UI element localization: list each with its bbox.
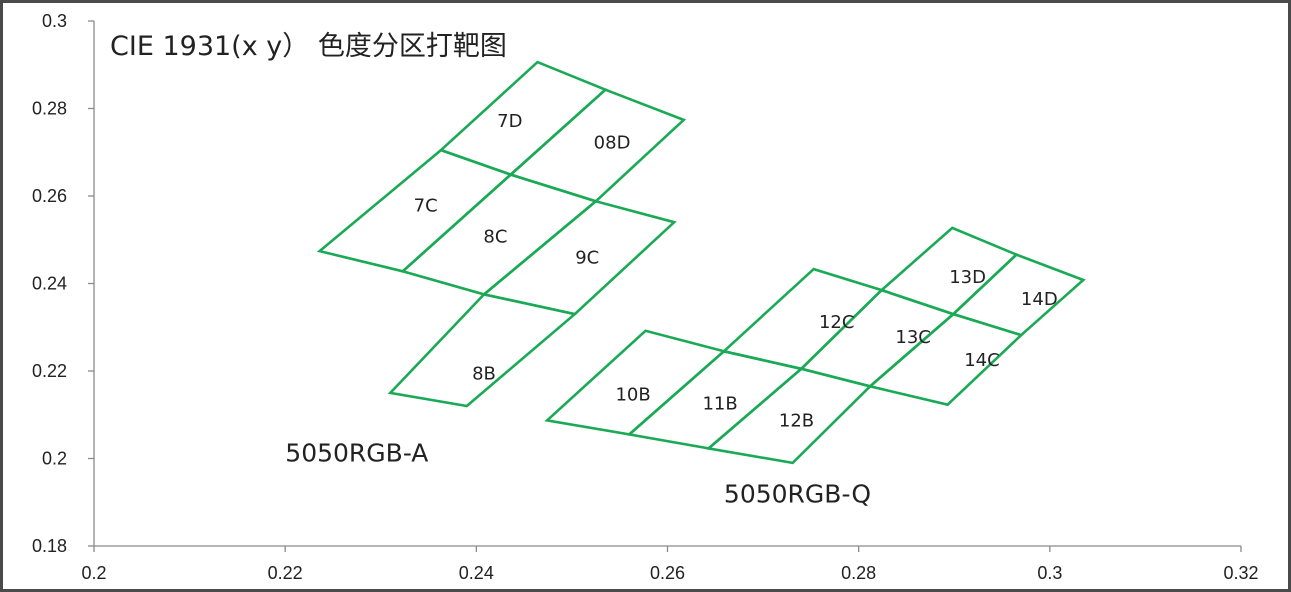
y-tick-label: 0.24 xyxy=(32,274,67,294)
bin-14d-polygon xyxy=(950,253,1086,337)
chromaticity-chart: 0.2 0.22 0.24 0.26 0.28 0.3 0.32 0.18 0.2 0.22 0.2… xyxy=(32,11,1259,583)
x-tick-label: 0.26 xyxy=(650,563,685,583)
bin-11b-label: 11B xyxy=(702,393,737,414)
chart-title: CIE 1931(x y） 色度分区打靶图 xyxy=(110,31,507,62)
bin-labels: 7D 08D 7C 8C 9C 8B 10B 11B 12B 12C 13C 14C 13D 14D xyxy=(414,111,1058,432)
group-label-5050rgb-a: 5050RGB-A xyxy=(285,438,428,467)
bin-regions xyxy=(316,60,1086,465)
bin-12b-label: 12B xyxy=(779,410,814,431)
group-label-5050rgb-q: 5050RGB-Q xyxy=(724,480,871,509)
axes xyxy=(88,20,1242,552)
bin-9c-label: 9C xyxy=(575,247,599,268)
y-tick-label: 0.3 xyxy=(42,11,67,31)
tick-labels: 0.2 0.22 0.24 0.26 0.28 0.3 0.32 0.18 0.2 0.22 0.2… xyxy=(32,11,1259,583)
y-tick-label: 0.2 xyxy=(42,449,67,469)
bin-10b-polygon xyxy=(544,329,727,436)
bin-8c-label: 8C xyxy=(483,226,507,247)
bin-13c-label: 13C xyxy=(895,327,930,348)
y-tick-label: 0.22 xyxy=(32,361,67,381)
bin-8b-label: 8B xyxy=(472,364,496,385)
x-tick-label: 0.24 xyxy=(459,563,494,583)
bin-08d-label: 08D xyxy=(594,133,631,154)
bin-7d-label: 7D xyxy=(497,111,522,132)
bin-12c-polygon xyxy=(721,267,885,371)
y-tick-label: 0.28 xyxy=(32,99,67,119)
bin-14c-label: 14C xyxy=(964,350,999,371)
bin-14d-label: 14D xyxy=(1021,289,1058,310)
y-tick-label: 0.26 xyxy=(32,186,67,206)
bin-10b-label: 10B xyxy=(615,385,650,406)
x-tick-label: 0.3 xyxy=(1037,563,1062,583)
x-tick-label: 0.28 xyxy=(841,563,876,583)
x-tick-label: 0.22 xyxy=(268,563,303,583)
bin-13d-label: 13D xyxy=(949,267,986,288)
y-tick-label: 0.18 xyxy=(32,536,67,556)
x-tick-label: 0.32 xyxy=(1223,563,1258,583)
x-tick-label: 0.2 xyxy=(81,563,106,583)
group-labels: 5050RGB-A 5050RGB-Q xyxy=(285,438,871,508)
bin-8b-polygon xyxy=(387,292,578,408)
bin-7c-label: 7C xyxy=(414,196,438,217)
bin-12c-label: 12C xyxy=(819,312,854,333)
